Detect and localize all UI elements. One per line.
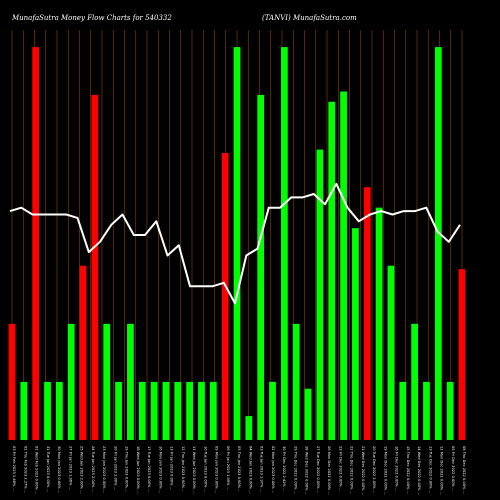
bar-up	[162, 381, 170, 440]
x-tick-label: 12 Thu Jan 2023 0.00% ...	[181, 446, 185, 493]
x-tick-label: 11 Wed Jan 2023 0.00% ...	[192, 446, 196, 494]
x-tick-label: 02 Thu Feb 2023 2.27% ...	[23, 446, 27, 493]
bar-up	[423, 381, 430, 440]
bar-up	[67, 323, 75, 440]
bar-up	[399, 381, 407, 440]
x-tick-label: 13 Fri Jan 2023 0.00% ...	[170, 446, 174, 490]
x-tick-label: 03 Tue Jan 2023 1.97% ...	[260, 446, 264, 492]
x-tick-label: 19 Mon Dec 2022 0.00% ...	[383, 446, 387, 495]
x-tick-label: 18 Wed Jan 2023 0.00% ...	[136, 446, 140, 494]
bar-up	[446, 381, 454, 440]
bar-up	[411, 323, 419, 440]
bar-up	[186, 381, 194, 440]
bar-up	[115, 381, 122, 440]
bar-up	[127, 323, 134, 440]
bar-up	[352, 228, 359, 440]
bar-down	[32, 47, 40, 440]
bar-down	[363, 187, 371, 440]
bar-up	[245, 416, 253, 440]
bar-up	[233, 47, 241, 440]
x-tick-label: 17 Tue Jan 2023 0.00% ...	[147, 446, 151, 492]
x-tick-label: 19 Thu Jan 2023 0.00% ...	[125, 446, 129, 493]
x-tick-label: 03 Fri Feb 2023 1.48% ...	[12, 446, 16, 491]
x-tick-label: 26 Mon Dec 2022 0.00% ...	[327, 446, 331, 495]
x-tick-label: 01 Wed Feb 2023 0.00% ...	[35, 446, 39, 494]
bar-down	[91, 94, 99, 441]
bar-down	[79, 265, 87, 440]
bar-up	[150, 381, 158, 440]
x-tick-label: 24 Tue Jan 2023 2.04% ...	[91, 446, 95, 492]
x-tick-label: 31 Tue Jan 2023 0.00% ...	[46, 446, 50, 492]
x-tick-label: 02 Mon Jan 2023 0.00% ...	[271, 446, 275, 493]
x-tick-label: 05 Thu Jan 2023 0.00% ...	[237, 446, 241, 493]
x-tick-label: 25 Wed Jan 2023 2.00% ...	[80, 446, 84, 494]
x-tick-label: 30 Fri Dec 2022 2.42% ...	[282, 446, 286, 492]
bar-up	[103, 323, 111, 440]
bar-up	[328, 101, 336, 440]
bar-up	[138, 381, 146, 440]
bar-up	[20, 381, 28, 440]
bar-up	[340, 91, 347, 440]
bar-up	[198, 381, 205, 440]
x-tick-label: 29 Thu Dec 2022 0.00% ...	[293, 446, 297, 494]
x-tick-label: 06 Fri Jan 2023 1.99% ...	[226, 446, 230, 490]
bar-up	[292, 323, 300, 440]
x-tick-label: 14 Wed Dec 2022 0.00% ...	[417, 446, 421, 495]
x-tick-label: 23 Fri Dec 2022 0.00% ...	[338, 446, 342, 492]
chart-title-right: (TANVI) MunafaSutra.com	[262, 14, 357, 22]
x-tick-label: 09 Mon Jan 2023 0.00% ...	[215, 446, 219, 493]
x-tick-label: 30 Mon Jan 2023 0.00% ...	[57, 446, 61, 493]
x-tick-labels: 03 Fri Feb 2023 1.48% ... 02 Thu Feb 2023…	[12, 446, 466, 495]
bar-up	[269, 381, 276, 440]
bar-up	[174, 381, 182, 440]
x-tick-label: 10 Tue Jan 2023 0.00% ...	[203, 446, 207, 492]
x-tick-label: 13 Tue Dec 2022 0.00% ...	[428, 446, 432, 493]
bar-up	[209, 381, 217, 440]
x-tick-label: 04 Wed Jan 2023 0.00% ...	[248, 446, 252, 494]
x-tick-label: 15 Thu Dec 2022 0.00% ...	[406, 446, 410, 494]
x-tick-label: 09 Fri Dec 2022 0.00% ...	[451, 446, 455, 492]
money-flow-line	[9, 182, 461, 305]
bar-down	[221, 153, 229, 440]
bar-up	[55, 381, 63, 440]
bar-up	[280, 47, 288, 440]
x-tick-label: 27 Fri Jan 2023 1.96% ...	[68, 446, 72, 490]
x-tick-label: 16 Fri Dec 2022 0.00% ...	[395, 446, 399, 492]
bar-up	[257, 94, 265, 441]
x-tick-label: 22 Thu Dec 2022 0.00% ...	[350, 446, 354, 494]
bar-up	[375, 207, 383, 440]
x-tick-label: 28 Wed Dec 2022 0.00% ...	[305, 446, 309, 495]
bars	[8, 47, 466, 441]
x-tick-label: 16 Mon Jan 2023 0.00% ...	[158, 446, 162, 493]
x-tick-label: 20 Fri Jan 2023 2.00% ...	[113, 446, 117, 490]
bar-up	[304, 388, 312, 440]
x-tick-label: 12 Mon Dec 2022 0.00% ...	[440, 446, 444, 495]
bar-up	[434, 47, 442, 440]
bar-up	[387, 265, 395, 440]
x-tick-label: 27 Tue Dec 2022 0.00% ...	[316, 446, 320, 493]
chart-title-left: MunafaSutra Money Flow Charts for 540332	[11, 14, 172, 22]
bar-up	[44, 381, 51, 440]
x-tick-label: 08 Thu Dec 2022 0.00% ...	[462, 446, 466, 494]
x-tick-label: 21 Wed Dec 2022 0.00% ...	[361, 446, 365, 495]
bar-down	[458, 269, 466, 440]
bar-up	[316, 149, 324, 441]
x-tick-label: 20 Tue Dec 2022 2.00% ...	[372, 446, 376, 493]
bar-down	[8, 323, 16, 440]
x-tick-label: 23 Mon Jan 2023 0.00% ...	[102, 446, 106, 493]
